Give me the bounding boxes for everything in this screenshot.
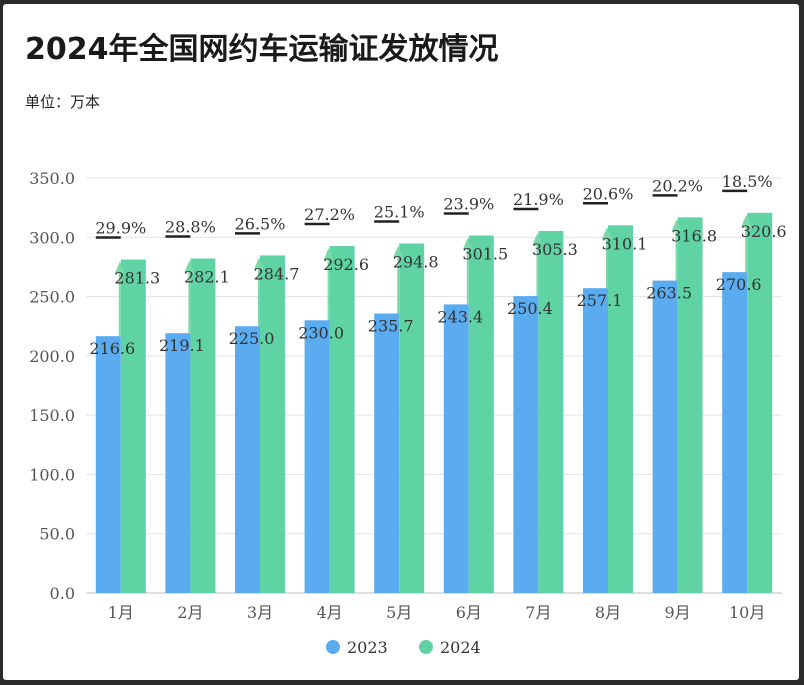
annotation-layer: 29.9% 216.6 281.3 28.8% 219.1 282.1 26.5% 225.0… <box>89 172 786 358</box>
bar-2023 <box>652 280 678 593</box>
x-tick-label: 9月 <box>665 603 691 622</box>
x-tick-label: 10月 <box>729 603 765 622</box>
bar-2024 <box>329 246 355 593</box>
value-label-2024: 282.1 <box>184 268 230 287</box>
x-tick-label: 8月 <box>595 603 621 622</box>
x-tick-label: 3月 <box>247 603 273 622</box>
bar-2023 <box>165 333 191 593</box>
bar-2023 <box>304 320 330 593</box>
x-tick-label: 4月 <box>317 603 343 622</box>
value-label-2024: 292.6 <box>323 255 369 274</box>
value-label-2024: 305.3 <box>532 240 578 259</box>
chart-card: 2024年全国网约车运输证发放情况 单位：万本 29.9% 216.6 281.3 2… <box>3 4 799 680</box>
value-label-2023: 250.4 <box>507 299 553 318</box>
bar-2023 <box>95 336 121 593</box>
y-tick-label: 350.0 <box>29 169 75 188</box>
growth-label: 25.1% <box>374 202 425 221</box>
value-label-2023: 230.0 <box>298 323 344 342</box>
unit-label: 单位：万本 <box>25 93 101 111</box>
value-label-2024: 320.6 <box>741 222 787 241</box>
growth-arrow-head <box>741 214 752 227</box>
legend: 2023 2024 <box>326 638 481 657</box>
growth-arrow-head <box>462 237 473 250</box>
bar-2024 <box>260 255 285 594</box>
legend-label-2024: 2024 <box>440 638 481 657</box>
y-tick-label: 200.0 <box>29 347 75 366</box>
y-tick-label: 50.0 <box>39 525 75 544</box>
axis-layer: 0.0 50.0 100.0 150.0 200.0 250.0 300.0 350.0 1月 2… <box>29 169 765 622</box>
y-tick-label: 150.0 <box>29 406 75 425</box>
bar-2023 <box>583 288 608 593</box>
value-label-2023: 263.5 <box>646 284 692 303</box>
value-label-2024: 294.8 <box>393 252 439 271</box>
y-tick-label: 250.0 <box>29 288 75 307</box>
bar-2024 <box>399 243 425 594</box>
value-label-2024: 281.3 <box>114 268 160 287</box>
legend-marker-2024 <box>419 640 433 654</box>
bar-chart: 29.9% 216.6 281.3 28.8% 219.1 282.1 26.5% 225.0… <box>29 169 786 657</box>
y-tick-label: 300.0 <box>29 228 75 247</box>
value-label-2023: 270.6 <box>716 275 762 294</box>
bar-2024 <box>538 231 564 593</box>
growth-label: 28.8% <box>165 218 216 237</box>
bar-2024 <box>608 225 633 593</box>
growth-arrow-head <box>184 260 195 273</box>
growth-label: 26.5% <box>235 214 286 233</box>
growth-arrow-head <box>323 248 334 261</box>
growth-label: 27.2% <box>304 205 355 224</box>
growth-label: 20.6% <box>583 184 634 203</box>
growth-arrow-head <box>114 261 125 274</box>
chart-title: 2024年全国网约车运输证发放情况 <box>25 32 499 67</box>
growth-label: 18.5% <box>722 172 773 191</box>
value-label-2023: 219.1 <box>159 336 205 355</box>
growth-label: 29.9% <box>95 218 146 237</box>
bar-2024 <box>747 212 773 594</box>
value-label-2024: 284.7 <box>254 264 300 283</box>
x-tick-label: 5月 <box>386 603 412 622</box>
growth-arrow-head <box>671 219 682 232</box>
value-label-2023: 257.1 <box>577 291 623 310</box>
value-label-2024: 310.1 <box>602 234 648 253</box>
bar-2023 <box>235 326 260 593</box>
value-label-2024: 301.5 <box>462 245 508 264</box>
x-tick-label: 1月 <box>108 603 134 622</box>
bar-2024 <box>120 259 146 593</box>
value-label-2023: 243.4 <box>437 307 483 326</box>
bar-2023 <box>513 296 539 593</box>
legend-marker-2023 <box>326 640 340 654</box>
bar-2024 <box>190 258 216 593</box>
growth-arrow-head <box>532 233 543 246</box>
bar-2024 <box>677 217 703 593</box>
growth-arrow-head <box>602 227 612 240</box>
x-tick-label: 2月 <box>177 603 203 622</box>
bar-2024 <box>468 235 494 593</box>
legend-label-2023: 2023 <box>347 638 388 657</box>
growth-label: 20.2% <box>652 176 703 195</box>
bar-2023 <box>722 272 748 593</box>
growth-label: 21.9% <box>513 190 564 209</box>
bar-2023 <box>374 313 400 593</box>
bar-layer <box>95 212 773 594</box>
y-tick-label: 0.0 <box>50 584 75 603</box>
y-tick-label: 100.0 <box>29 465 75 484</box>
value-label-2023: 216.6 <box>89 339 135 358</box>
value-label-2024: 316.8 <box>671 226 717 245</box>
bar-2023 <box>443 304 469 593</box>
growth-arrow-head <box>393 245 404 258</box>
value-label-2023: 225.0 <box>229 329 275 348</box>
x-tick-label: 6月 <box>456 603 482 622</box>
x-tick-label: 7月 <box>525 603 551 622</box>
growth-arrow-head <box>254 257 264 270</box>
value-label-2023: 235.7 <box>368 317 414 336</box>
growth-label: 23.9% <box>443 195 494 214</box>
